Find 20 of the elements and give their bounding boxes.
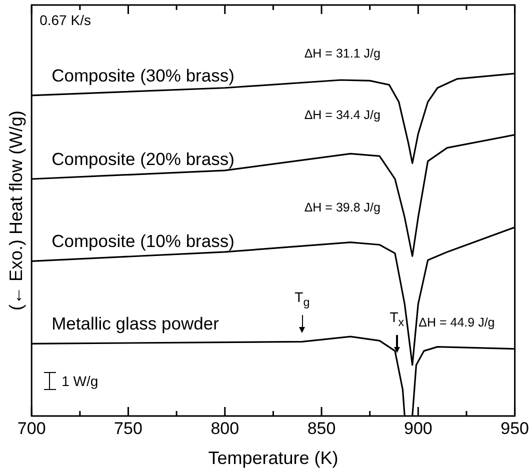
annotation: 1 W/g — [62, 372, 98, 390]
x-tick-label: 700 — [17, 418, 46, 438]
annotation: ΔH = 34.4 J/g — [304, 108, 380, 122]
x-tick-label: 900 — [404, 418, 432, 438]
annotation: T$_{g}$ — [294, 288, 311, 308]
series-label: Composite (20% brass) — [52, 148, 234, 169]
x-axis-title: Temperature (K) — [208, 448, 338, 468]
y-axis-title: (← Exo.) Heat flow (W/g) — [6, 110, 26, 311]
x-tick-label: 850 — [307, 418, 336, 438]
annotation: ΔH = 44.9 J/g — [418, 316, 495, 330]
series-label: Composite (30% brass) — [52, 65, 234, 86]
series-label: Composite (10% brass) — [52, 231, 234, 252]
text: 0.67 K/s — [40, 12, 91, 28]
x-tick-label: 800 — [210, 418, 240, 438]
series-label: Metallic glass powder — [52, 314, 220, 334]
text: ΔH = 31.1 J/g — [304, 46, 380, 60]
x-tick-label: 950 — [500, 418, 530, 438]
x-tick-label: 750 — [114, 418, 142, 438]
annotation: ΔH = 39.8 J/g — [304, 200, 380, 214]
annotation: T$_{x}$ — [388, 309, 406, 329]
